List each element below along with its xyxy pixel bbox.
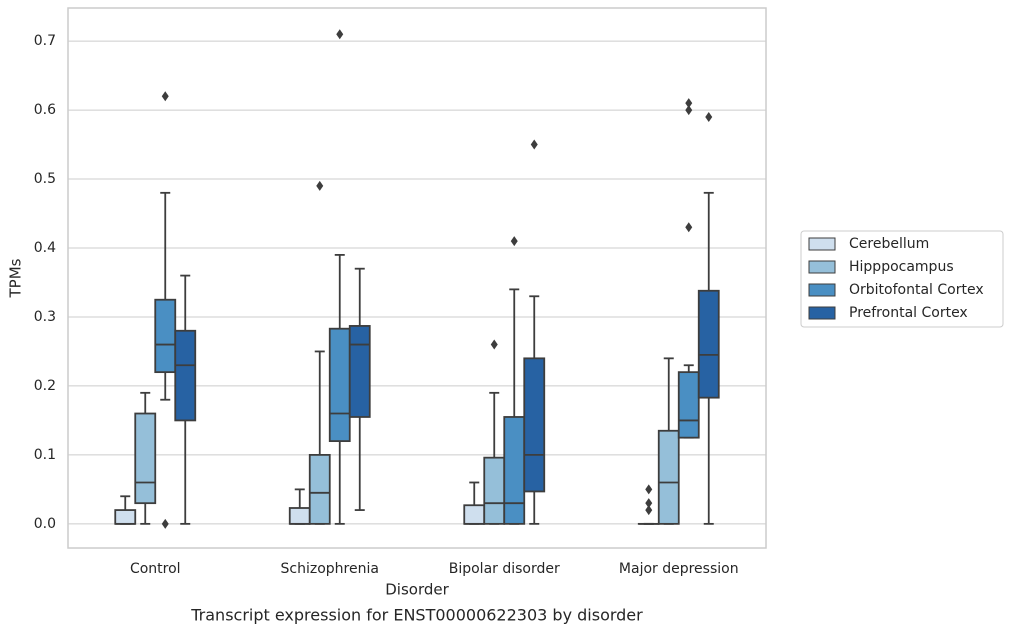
outlier (316, 180, 324, 191)
y-tick-label: 0.3 (34, 309, 56, 325)
y-tick-label: 0.5 (34, 171, 56, 187)
outlier (685, 105, 693, 116)
y-axis-label: TPMs (7, 258, 25, 298)
box (463, 504, 486, 525)
y-tick-label: 0.7 (34, 33, 56, 49)
outlier (645, 484, 653, 495)
box (288, 507, 311, 525)
outlier (490, 339, 498, 350)
box (523, 357, 546, 493)
x-axis-label: Disorder (385, 581, 449, 599)
outlier (685, 222, 693, 233)
outlier (510, 236, 518, 247)
box (503, 416, 526, 525)
legend-label: Prefrontal Cortex (849, 305, 968, 321)
y-tick-label: 0.0 (34, 516, 56, 532)
x-tick-label: Schizophrenia (281, 561, 379, 577)
box (697, 289, 720, 399)
plot-frame (67, 7, 767, 549)
box (114, 509, 137, 525)
x-tick-label: Control (130, 561, 181, 577)
box (154, 298, 177, 374)
legend-frame (800, 230, 1004, 328)
outlier (645, 498, 653, 509)
outlier (685, 98, 693, 109)
box (657, 429, 680, 525)
box (328, 327, 351, 443)
outlier (705, 111, 713, 122)
y-tick-label: 0.1 (34, 447, 56, 463)
box (677, 371, 700, 439)
outlier (645, 505, 653, 516)
legend-swatch (808, 260, 836, 274)
outlier (336, 29, 344, 40)
legend-label: Hipppocampus (849, 259, 954, 275)
outlier (161, 91, 169, 102)
legend-label: Orbitofontal Cortex (849, 282, 984, 298)
chart-title: Transcript expression for ENST0000062230… (190, 606, 643, 625)
box (174, 329, 197, 422)
x-tick-label: Bipolar disorder (449, 561, 560, 577)
y-tick-label: 0.2 (34, 378, 56, 394)
box (134, 412, 157, 505)
outlier (161, 518, 169, 529)
outlier (530, 139, 538, 150)
x-tick-label: Major depression (619, 561, 739, 577)
legend-swatch (808, 237, 836, 251)
legend-label: Cerebellum (849, 236, 929, 252)
y-tick-label: 0.4 (34, 240, 56, 256)
legend-swatch (808, 283, 836, 297)
box (308, 453, 331, 525)
y-tick-label: 0.6 (34, 102, 56, 118)
box (348, 325, 371, 418)
legend-swatch (808, 306, 836, 320)
box (483, 456, 506, 525)
